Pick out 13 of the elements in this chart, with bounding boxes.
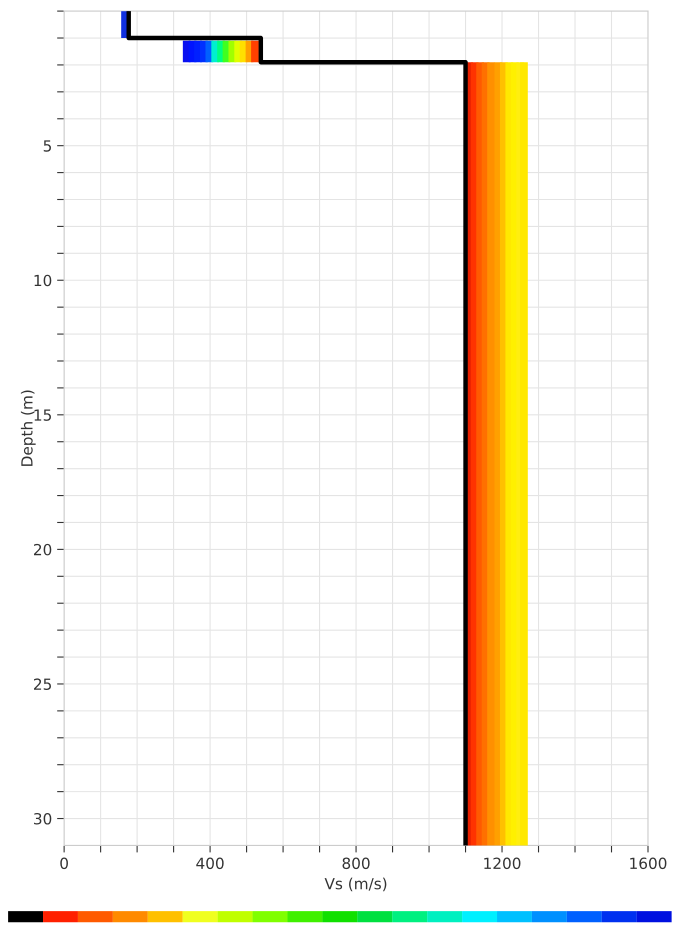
y-tick-label: 30 <box>34 813 52 825</box>
y-tick-label: 25 <box>34 678 51 690</box>
x-tick-label: 800 <box>342 858 370 870</box>
y-tick-label: 15 <box>34 409 51 421</box>
x-tick-label: 1600 <box>630 858 666 870</box>
x-tick-label: 400 <box>196 858 224 870</box>
x-tick-label: 1200 <box>484 858 520 870</box>
x-axis-title: Vs (m/s) <box>324 878 386 892</box>
y-tick-label: 5 <box>44 140 51 152</box>
y-tick-label: 10 <box>34 274 52 286</box>
x-tick-label: 0 <box>60 858 68 870</box>
y-tick-label: 20 <box>34 544 52 556</box>
y-axis-title: Depth (m) <box>20 390 36 466</box>
